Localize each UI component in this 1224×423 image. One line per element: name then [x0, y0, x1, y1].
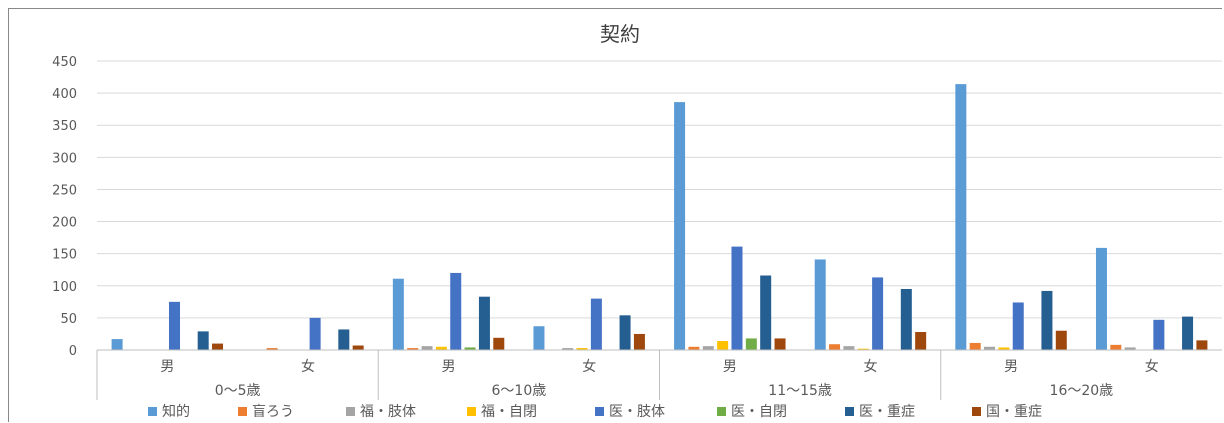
group-label: 11〜15歳 — [768, 383, 832, 399]
bar — [1153, 319, 1165, 350]
legend-label: 知的 — [162, 403, 190, 420]
legend-label: 国・重症 — [986, 404, 1042, 420]
group-label: 0〜5歳 — [215, 383, 261, 399]
legend-label: 医・重症 — [859, 404, 915, 420]
category-label: 男 — [1004, 359, 1018, 375]
legend-swatch — [972, 407, 981, 416]
bar — [774, 338, 786, 350]
group-label: 16〜20歳 — [1050, 383, 1114, 399]
legend-label: 福・肢体 — [360, 404, 416, 420]
bar — [435, 346, 447, 350]
bar — [619, 315, 631, 350]
bar — [998, 347, 1010, 350]
bar — [309, 317, 321, 350]
bar — [493, 337, 505, 350]
legend-swatch — [148, 407, 157, 416]
legend-label: 医・肢体 — [609, 404, 665, 420]
group-label: 6〜10歳 — [492, 383, 547, 399]
bar — [450, 272, 462, 350]
bar — [760, 275, 772, 350]
bar — [829, 344, 841, 350]
bar — [1055, 330, 1067, 350]
bar — [900, 288, 912, 350]
bar — [702, 346, 714, 350]
axes: 0 50 100 150 200 250 300 350 400 450 男 女 男 女 男 女 男 女 0〜5歳 6… — [52, 55, 1222, 400]
bar — [212, 343, 224, 350]
bar — [407, 348, 419, 350]
bar — [421, 346, 433, 350]
bar — [1012, 302, 1024, 350]
y-tick-label: 400 — [52, 87, 77, 102]
bar — [1124, 347, 1136, 350]
chart-frame — [8, 8, 1222, 422]
bar — [533, 326, 545, 350]
y-tick-label: 450 — [52, 55, 77, 70]
bar — [843, 346, 855, 350]
bar — [731, 246, 743, 350]
bar — [717, 341, 729, 350]
gridlines — [97, 60, 1222, 351]
category-label: 男 — [160, 359, 174, 375]
bar — [338, 329, 350, 350]
bar — [1041, 290, 1053, 350]
bar — [576, 348, 588, 350]
bar — [1182, 316, 1194, 350]
bar — [464, 347, 476, 350]
legend-swatch — [717, 407, 726, 416]
chart-title: 契約 — [600, 22, 640, 46]
legend-label: 盲ろう — [252, 403, 294, 420]
legend-swatch — [845, 407, 854, 416]
legend-label: 医・自閉 — [731, 404, 787, 420]
bar — [814, 259, 826, 350]
bar — [392, 278, 404, 350]
legend-swatch — [238, 407, 247, 416]
y-tick-label: 200 — [52, 216, 77, 231]
category-label: 女 — [863, 358, 877, 375]
bar — [197, 331, 209, 350]
category-label: 男 — [723, 359, 737, 375]
bar — [1196, 340, 1208, 350]
y-tick-label: 350 — [52, 119, 77, 134]
y-tick-label: 100 — [52, 280, 77, 295]
bar — [111, 339, 123, 350]
y-tick-label: 150 — [52, 248, 77, 263]
bar — [1110, 344, 1122, 350]
bar — [478, 296, 490, 350]
legend-label: 福・自閉 — [481, 404, 537, 420]
bar — [633, 333, 645, 350]
legend: 知的 盲ろう 福・肢体 福・自閉 医・肢体 医・自閉 医・重症 国・重症 — [148, 403, 1042, 420]
y-tick-label: 250 — [52, 183, 77, 198]
y-tick-label: 300 — [52, 151, 77, 166]
bar — [745, 338, 757, 350]
bar — [1095, 247, 1107, 350]
bar — [915, 332, 927, 350]
bar — [872, 277, 884, 350]
bars — [111, 84, 1208, 351]
bar — [352, 345, 364, 350]
legend-swatch — [346, 407, 355, 416]
bar — [688, 346, 700, 350]
bar — [674, 102, 686, 350]
legend-swatch — [595, 407, 604, 416]
bar — [984, 346, 996, 350]
category-label: 女 — [582, 358, 596, 375]
bar — [590, 298, 602, 350]
y-tick-label: 0 — [69, 344, 77, 359]
bar — [562, 348, 574, 350]
category-label: 女 — [301, 358, 315, 375]
legend-swatch — [467, 407, 476, 416]
category-label: 女 — [1145, 358, 1159, 375]
bar — [955, 84, 967, 351]
bar — [168, 301, 180, 350]
bar — [857, 348, 869, 350]
bar — [969, 342, 981, 350]
bar — [266, 348, 278, 350]
y-tick-label: 50 — [60, 312, 77, 327]
category-label: 男 — [442, 359, 456, 375]
